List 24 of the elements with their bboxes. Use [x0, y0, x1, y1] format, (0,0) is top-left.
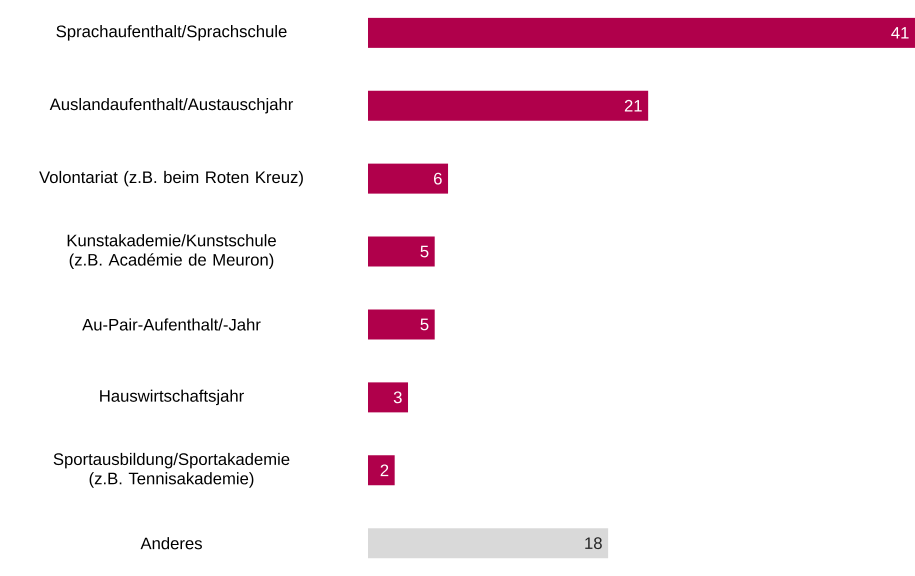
y-tick-label: Sprachaufenthalt/Sprachschule: [56, 25, 287, 41]
y-tick-label: Anderes: [140, 537, 202, 550]
y-tick-label: Volontariat (z.B. beim Roten Kreuz): [39, 170, 303, 186]
bar: [368, 164, 448, 194]
data-label: 6: [434, 172, 442, 185]
data-label: 18: [585, 537, 602, 550]
bar: [368, 382, 408, 412]
y-tick-label: Auslandaufenthalt/Austauschjahr: [50, 98, 294, 114]
data-label: 41: [891, 27, 909, 39]
y-tick-label: Au-Pair-Aufenthalt/-Jahr: [82, 318, 261, 331]
bar: [368, 528, 608, 558]
bar: [368, 18, 915, 48]
bar: [368, 455, 395, 486]
data-label: 5: [420, 246, 428, 258]
data-label: 3: [394, 391, 402, 404]
y-tick-label: Hauswirtschaftsjahr: [100, 390, 244, 406]
bar: [368, 90, 648, 121]
data-label: 2: [380, 464, 388, 476]
data-label: 5: [420, 318, 428, 330]
bar: [368, 309, 435, 340]
y-tick-label: Sportausbildung/Sportakademie (z.B. Tennisakademie): [54, 452, 290, 488]
y-tick-label: Kunstakademie/Kunstschule (z.B. Académie de Meuron): [68, 234, 276, 269]
data-label: 21: [624, 100, 642, 112]
bar: [368, 236, 435, 267]
